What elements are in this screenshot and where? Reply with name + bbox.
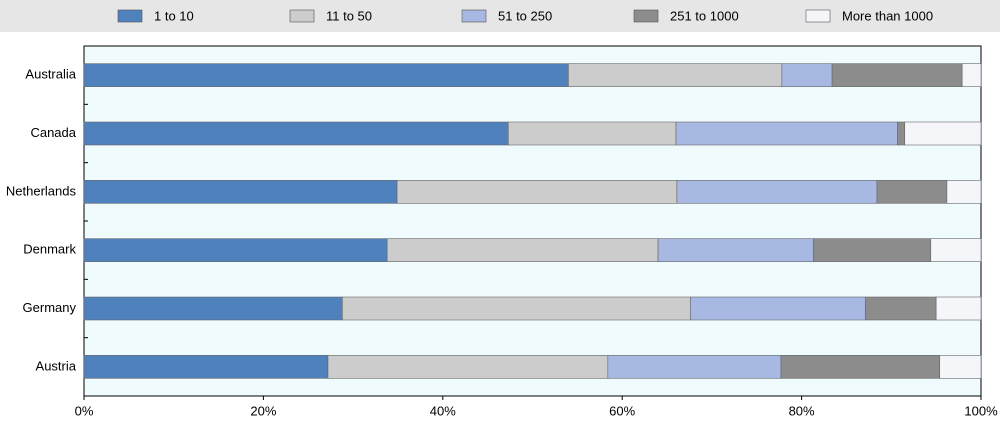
bar-segment <box>930 238 982 262</box>
legend-label: 11 to 50 <box>326 8 372 23</box>
bar-segment <box>876 180 948 204</box>
legend-swatch <box>117 9 143 23</box>
bar-segment <box>607 355 782 379</box>
y-tick-label: Denmark <box>23 242 76 257</box>
legend-swatch <box>633 9 659 23</box>
y-tick-label: Austria <box>36 358 77 373</box>
y-tick-label: Germany <box>23 300 77 315</box>
legend-swatch <box>461 9 487 23</box>
bar-segment <box>675 121 898 146</box>
y-tick-label: Canada <box>30 125 76 140</box>
bar-segment <box>939 355 982 379</box>
bar-segment <box>961 63 982 87</box>
bar-segment <box>657 238 814 262</box>
x-tick-label: 60% <box>609 403 635 418</box>
bar-segment <box>83 180 398 204</box>
x-tick-label: 80% <box>789 403 815 418</box>
legend-label: 1 to 10 <box>154 8 194 23</box>
bar-segment <box>342 296 691 321</box>
bar-segment <box>83 121 509 146</box>
x-tick-label: 0% <box>75 403 94 418</box>
bar-segment <box>864 296 937 321</box>
bar-segment <box>386 238 659 262</box>
bar-segment <box>507 121 677 146</box>
bar-segment <box>897 121 906 146</box>
bar-segment <box>83 238 388 262</box>
bar-segment <box>327 355 609 379</box>
bar-segment <box>396 180 678 204</box>
bar-segment <box>690 296 866 321</box>
bar-segment <box>83 296 343 321</box>
bar-segment <box>83 355 329 379</box>
y-tick-label: Netherlands <box>6 183 77 198</box>
bar-segment <box>831 63 963 87</box>
x-tick-label: 100% <box>964 403 998 418</box>
x-tick-label: 20% <box>250 403 276 418</box>
bar-segment <box>904 121 982 146</box>
bar-segment <box>83 63 569 87</box>
bar-segment <box>935 296 982 321</box>
legend-label: More than 1000 <box>842 8 933 23</box>
legend-swatch <box>289 9 315 23</box>
x-tick-label: 40% <box>430 403 456 418</box>
bar-segment <box>568 63 783 87</box>
bar-segment <box>781 63 833 87</box>
legend-label: 251 to 1000 <box>670 8 739 23</box>
bar-segment <box>946 180 982 204</box>
bar-segment <box>676 180 878 204</box>
legend-label: 51 to 250 <box>498 8 552 23</box>
legend-background <box>0 0 1000 32</box>
bar-segment <box>780 355 941 379</box>
legend-swatch <box>805 9 831 23</box>
y-tick-label: Australia <box>25 67 76 82</box>
plot-area <box>83 45 982 397</box>
bar-segment <box>812 238 932 262</box>
